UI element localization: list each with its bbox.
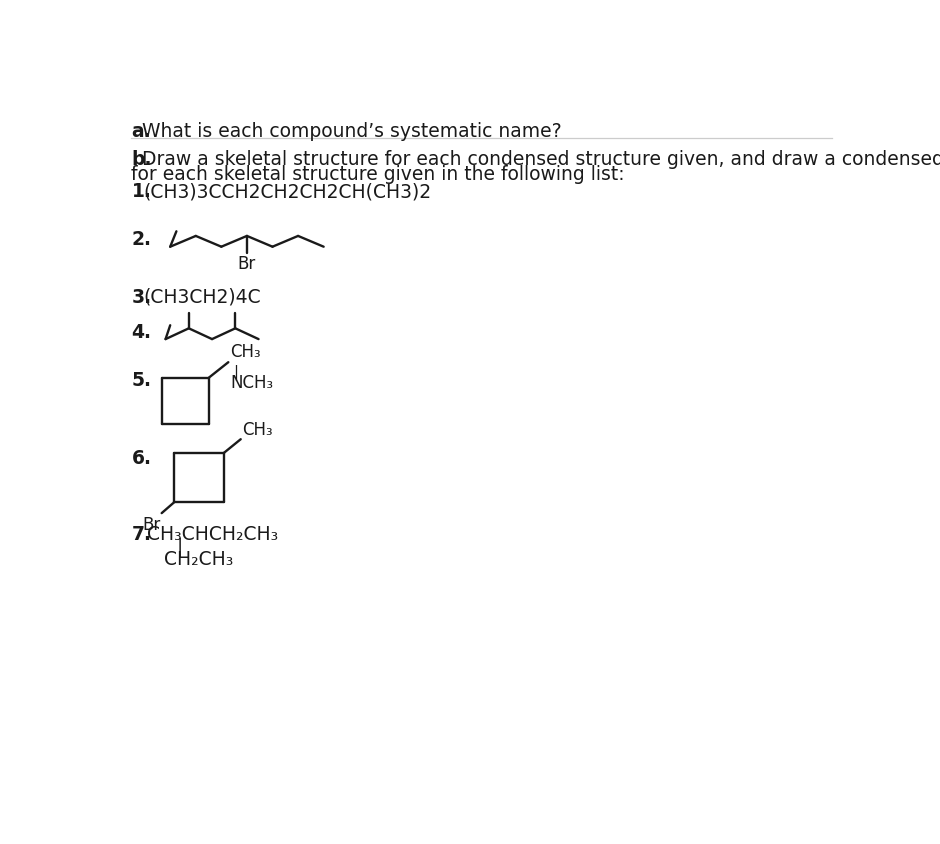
- Text: 1.: 1.: [132, 182, 151, 201]
- Text: CH₃: CH₃: [243, 420, 273, 438]
- Text: |: |: [233, 365, 239, 381]
- Text: 7.: 7.: [132, 524, 151, 544]
- Text: (CH3CH2)4C: (CH3CH2)4C: [143, 288, 260, 306]
- Text: CH₃CHCH₂CH₃: CH₃CHCH₂CH₃: [147, 524, 278, 544]
- Text: (CH3)3CCH2CH2CH2CH(CH3)2: (CH3)3CCH2CH2CH2CH(CH3)2: [143, 182, 431, 201]
- Text: Draw a skeletal structure for each condensed structure given, and draw a condens: Draw a skeletal structure for each conde…: [142, 149, 940, 169]
- Text: a.: a.: [132, 122, 151, 141]
- Text: 6.: 6.: [132, 449, 151, 468]
- Text: 2.: 2.: [132, 230, 151, 249]
- Text: CH₃: CH₃: [230, 343, 260, 360]
- Text: Br: Br: [142, 515, 160, 533]
- Text: |: |: [177, 538, 182, 557]
- Text: 4.: 4.: [132, 322, 151, 342]
- Text: What is each compound’s systematic name?: What is each compound’s systematic name?: [142, 122, 562, 141]
- Text: 3.: 3.: [132, 288, 151, 306]
- Text: Br: Br: [238, 255, 256, 273]
- Text: NCH₃: NCH₃: [230, 374, 273, 392]
- Text: b.: b.: [132, 149, 152, 169]
- Text: for each skeletal structure given in the following list:: for each skeletal structure given in the…: [132, 165, 625, 184]
- Text: CH₂CH₃: CH₂CH₃: [164, 549, 233, 568]
- Text: 5.: 5.: [132, 371, 151, 389]
